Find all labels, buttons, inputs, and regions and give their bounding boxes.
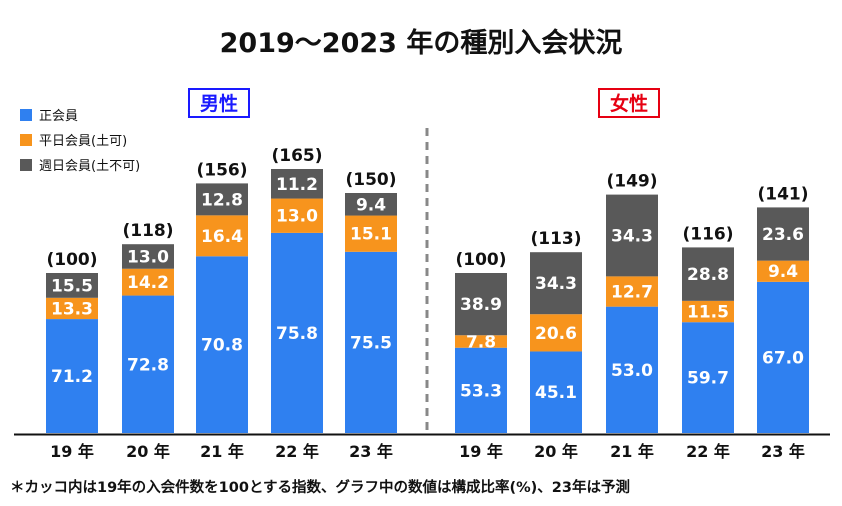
chart-groups: 男性 71.2 13.3 15.5 (100) 72.8 14.2 13.0 (118) 70.8… xyxy=(46,88,809,433)
x-tick-label: 19 年 xyxy=(50,442,94,461)
data-label-weekday: 15.1 xyxy=(350,225,392,245)
data-label-regular: 72.8 xyxy=(127,355,169,375)
group-label: 女性 xyxy=(610,92,648,115)
bar-segment-regular xyxy=(345,251,397,433)
data-label-weekday: 16.4 xyxy=(201,227,243,247)
bar-segment-weekday xyxy=(196,215,248,257)
x-tick-label: 22 年 xyxy=(686,442,730,461)
data-label-weekday: 13.3 xyxy=(51,299,93,319)
data-label-regular: 67.0 xyxy=(762,348,804,368)
bar-segment-regular xyxy=(271,232,323,433)
index-label: (100) xyxy=(46,250,97,270)
bar-segment-regular xyxy=(530,351,582,433)
data-label-weekly: 13.0 xyxy=(127,247,169,267)
bar-segment-weekly xyxy=(682,247,734,301)
data-label-weekly: 15.5 xyxy=(51,276,93,296)
data-label-weekly: 12.8 xyxy=(201,190,243,210)
bar-segment-weekly xyxy=(122,244,174,269)
bar-segment-regular xyxy=(455,347,507,433)
data-label-weekly: 28.8 xyxy=(687,265,729,285)
bar-segment-regular xyxy=(46,319,98,433)
bar-segment-weekday xyxy=(345,215,397,252)
group-label-box xyxy=(188,88,250,118)
x-tick-label: 23 年 xyxy=(761,442,805,461)
bar-segment-weekly xyxy=(345,193,397,216)
bar-segment-regular xyxy=(757,281,809,433)
bar-segment-regular xyxy=(196,256,248,433)
data-label-regular: 59.7 xyxy=(687,369,729,389)
bar-segment-weekday xyxy=(757,260,809,282)
legend-swatch-weekly xyxy=(20,159,32,171)
bar-segment-weekly xyxy=(196,183,248,216)
legend-swatch-regular xyxy=(20,109,32,121)
bar-segment-weekly xyxy=(271,169,323,199)
index-label: (116) xyxy=(682,224,733,244)
bar-segment-weekly xyxy=(530,252,582,315)
data-label-weekly: 34.3 xyxy=(611,226,653,246)
data-label-regular: 75.8 xyxy=(276,324,318,344)
data-label-weekday: 14.2 xyxy=(127,273,169,293)
bar-segment-weekday xyxy=(122,268,174,296)
legend-label-weekly: 週日会員(土不可) xyxy=(39,159,140,174)
bar-segment-weekday xyxy=(46,297,98,320)
chart-title: 2019～2023 年の種別入会状況 xyxy=(220,27,623,59)
category-labels: 19 年 20 年 21 年 22 年 23 年 19 年 20 年 21 年 22 年 23 年 xyxy=(50,442,805,461)
bar-segment-weekday xyxy=(530,314,582,352)
x-tick-label: 23 年 xyxy=(349,442,393,461)
index-label: (118) xyxy=(122,221,173,241)
index-label: (165) xyxy=(271,146,322,166)
data-label-regular: 53.0 xyxy=(611,361,653,381)
data-label-weekly: 11.2 xyxy=(276,175,318,195)
data-label-regular: 75.5 xyxy=(350,333,392,353)
data-label-regular: 71.2 xyxy=(51,367,93,387)
bar-segment-weekday xyxy=(682,300,734,323)
data-label-weekday: 20.6 xyxy=(535,324,577,344)
data-label-regular: 70.8 xyxy=(201,336,243,356)
x-tick-label: 20 年 xyxy=(534,442,578,461)
x-tick-label: 21 年 xyxy=(610,442,654,461)
footnote: ＊カッコ内は19年の入会件数を100とする指数、グラフ中の数値は構成比率(%)、… xyxy=(10,478,630,496)
legend-swatch-weekday xyxy=(20,134,32,146)
index-label: (149) xyxy=(606,172,657,192)
bar-segment-weekly xyxy=(46,273,98,298)
data-label-weekday: 13.0 xyxy=(276,207,318,227)
x-tick-label: 19 年 xyxy=(459,442,503,461)
x-tick-label: 22 年 xyxy=(275,442,319,461)
index-label: (141) xyxy=(757,184,808,204)
group-label-box xyxy=(598,88,660,118)
group-female: 女性 53.3 7.8 38.9 (100) 45.1 20.6 34.3 (113) 53.0 1… xyxy=(455,88,809,433)
data-label-weekday: 7.8 xyxy=(466,332,496,352)
bar-segment-weekly xyxy=(455,273,507,336)
x-tick-label: 21 年 xyxy=(200,442,244,461)
index-label: (156) xyxy=(196,160,247,180)
bar-segment-weekday xyxy=(271,198,323,233)
bar-segment-regular xyxy=(606,306,658,433)
bar-segment-weekly xyxy=(757,207,809,261)
legend-label-weekday: 平日会員(土可) xyxy=(39,134,127,149)
data-label-weekly: 34.3 xyxy=(535,274,577,294)
bar-segment-regular xyxy=(122,295,174,433)
bar-segment-weekday xyxy=(455,335,507,348)
data-label-weekday: 12.7 xyxy=(611,283,653,303)
legend-label-regular: 正会員 xyxy=(39,109,78,124)
data-label-weekly: 9.4 xyxy=(356,195,386,215)
data-label-weekly: 23.6 xyxy=(762,225,804,245)
data-label-regular: 53.3 xyxy=(460,381,502,401)
data-label-weekday: 9.4 xyxy=(768,262,798,282)
data-label-regular: 45.1 xyxy=(535,383,577,403)
index-label: (113) xyxy=(530,229,581,249)
bar-segment-weekday xyxy=(606,276,658,307)
x-tick-label: 20 年 xyxy=(126,442,170,461)
group-male: 男性 71.2 13.3 15.5 (100) 72.8 14.2 13.0 (118) 70.8… xyxy=(46,88,397,433)
bar-segment-regular xyxy=(682,322,734,433)
index-label: (100) xyxy=(455,250,506,270)
data-label-weekly: 38.9 xyxy=(460,295,502,315)
data-label-weekday: 11.5 xyxy=(687,303,729,323)
bar-segment-weekly xyxy=(606,194,658,277)
group-label: 男性 xyxy=(200,92,238,115)
index-label: (150) xyxy=(345,170,396,190)
